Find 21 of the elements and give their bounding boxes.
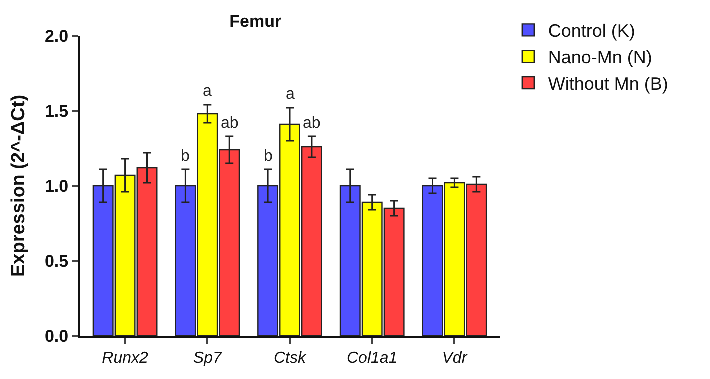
data-label: ab	[221, 115, 239, 132]
data-label: a	[286, 86, 295, 103]
x-tick-label: Runx2	[102, 350, 149, 368]
legend-label: Nano-Mn (N)	[548, 48, 652, 68]
data-label: b	[264, 148, 273, 165]
y-tick-label: 0.5	[44, 252, 69, 271]
x-tick-label: Col1a1	[347, 350, 398, 368]
chart-title: Femur	[230, 12, 282, 32]
y-tick-label: 1.0	[44, 176, 69, 196]
data-label: b	[181, 148, 190, 165]
y-tick-label: 0.0	[44, 326, 69, 346]
x-tick-label: Sp7	[193, 350, 223, 368]
x-tick-label: Vdr	[442, 350, 468, 368]
legend-label: Control (K)	[548, 21, 636, 42]
x-tick-label: Ctsk	[274, 350, 307, 368]
y-tick-label: 1.5	[44, 102, 69, 121]
y-tick-label: 2.0	[44, 26, 69, 46]
legend-label: Without Mn (B)	[548, 74, 668, 94]
y-axis-title: Expression (2^-ΔCt)	[8, 94, 30, 278]
data-label: ab	[303, 115, 321, 132]
data-label: a	[203, 83, 212, 100]
